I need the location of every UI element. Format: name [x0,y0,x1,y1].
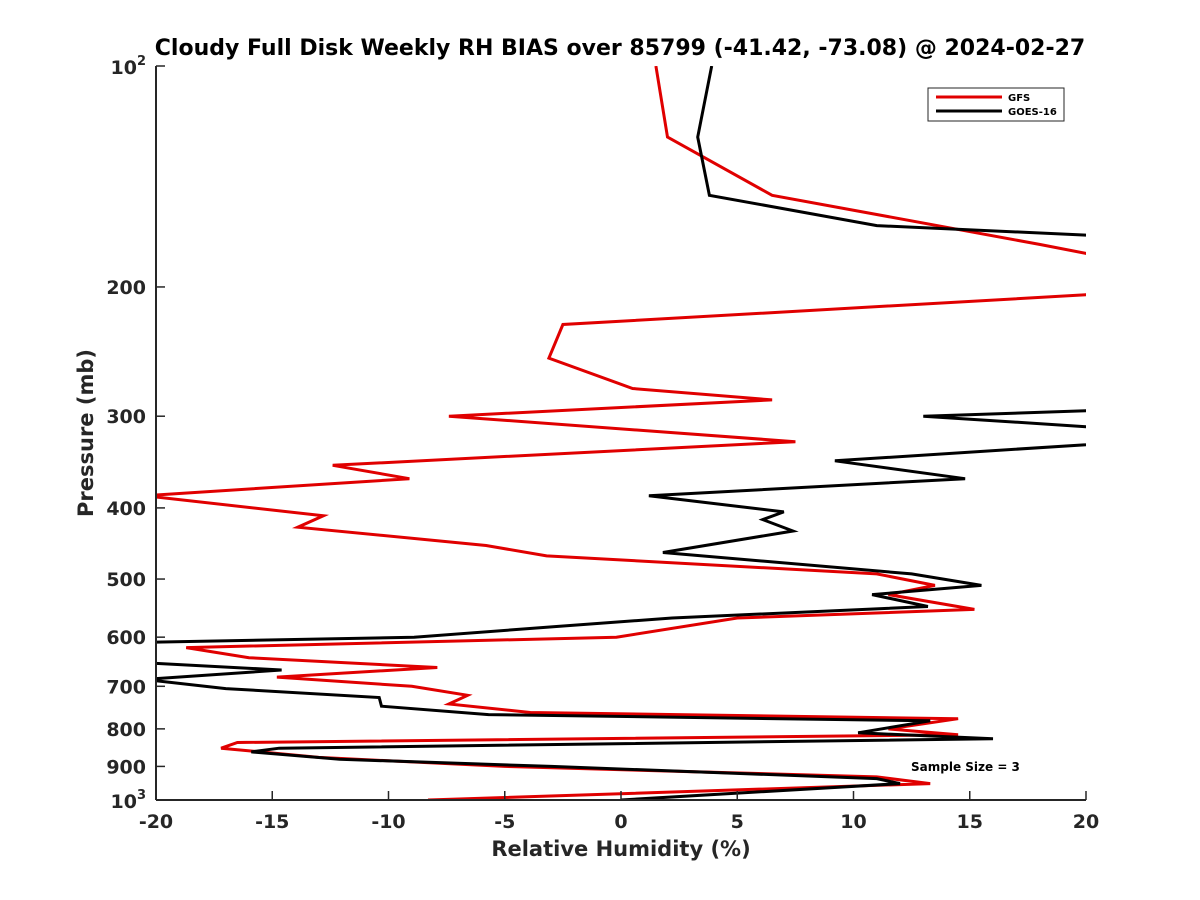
y-tick-label: 800 [106,719,146,741]
sample-size-annotation: Sample Size = 3 [911,760,1020,774]
x-tick-label: 0 [614,811,627,833]
y-tick-label: 700 [106,676,146,698]
y-tick-label: 103 [111,788,147,813]
x-axis-label: Relative Humidity (%) [491,837,750,861]
chart-title: Cloudy Full Disk Weekly RH BIAS over 857… [155,36,1085,61]
y-tick-label: 900 [106,756,146,778]
x-tick-label: -20 [139,811,173,833]
legend-label-goes16: GOES-16 [1008,107,1057,118]
y-tick-label: 300 [106,406,146,428]
y-tick-label: 400 [106,498,146,520]
y-tick-label: 200 [106,277,146,299]
x-tick-label: 15 [957,811,983,833]
x-tick-label: -5 [494,811,515,833]
legend: GFS GOES-16 [927,87,1065,122]
x-tick-label: 5 [731,811,744,833]
x-tick-label: -10 [371,811,405,833]
legend-label-gfs: GFS [1008,93,1030,104]
series-line-goes16 [156,66,1086,800]
y-tick-label: 102 [111,54,147,79]
y-tick-label: 500 [106,569,146,591]
y-axis-label: Pressure (mb) [74,349,98,517]
legend-box [927,87,1065,122]
x-tick-label: 10 [840,811,866,833]
x-tick-label: 20 [1073,811,1099,833]
y-tick-label: 600 [106,627,146,649]
series-line-gfs [156,66,1086,800]
x-tick-label: -15 [255,811,289,833]
